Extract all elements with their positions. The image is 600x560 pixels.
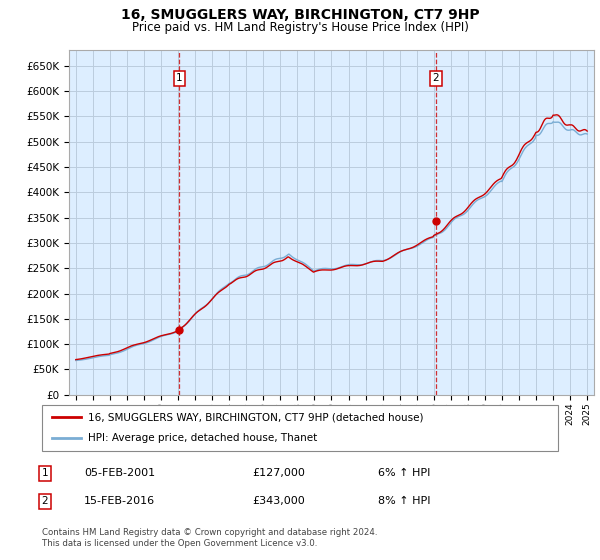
Text: HPI: Average price, detached house, Thanet: HPI: Average price, detached house, Than…: [88, 433, 317, 444]
Text: 16, SMUGGLERS WAY, BIRCHINGTON, CT7 9HP: 16, SMUGGLERS WAY, BIRCHINGTON, CT7 9HP: [121, 8, 479, 22]
Text: 16, SMUGGLERS WAY, BIRCHINGTON, CT7 9HP (detached house): 16, SMUGGLERS WAY, BIRCHINGTON, CT7 9HP …: [88, 412, 424, 422]
Text: 6% ↑ HPI: 6% ↑ HPI: [378, 468, 430, 478]
Text: 1: 1: [176, 73, 183, 83]
Text: Price paid vs. HM Land Registry's House Price Index (HPI): Price paid vs. HM Land Registry's House …: [131, 21, 469, 34]
Text: 2: 2: [41, 496, 49, 506]
Text: 8% ↑ HPI: 8% ↑ HPI: [378, 496, 431, 506]
Text: Contains HM Land Registry data © Crown copyright and database right 2024.: Contains HM Land Registry data © Crown c…: [42, 528, 377, 536]
Text: 15-FEB-2016: 15-FEB-2016: [84, 496, 155, 506]
Text: 1: 1: [41, 468, 49, 478]
Text: £127,000: £127,000: [252, 468, 305, 478]
Text: £343,000: £343,000: [252, 496, 305, 506]
Text: 2: 2: [433, 73, 439, 83]
Text: 05-FEB-2001: 05-FEB-2001: [84, 468, 155, 478]
Text: This data is licensed under the Open Government Licence v3.0.: This data is licensed under the Open Gov…: [42, 539, 317, 548]
